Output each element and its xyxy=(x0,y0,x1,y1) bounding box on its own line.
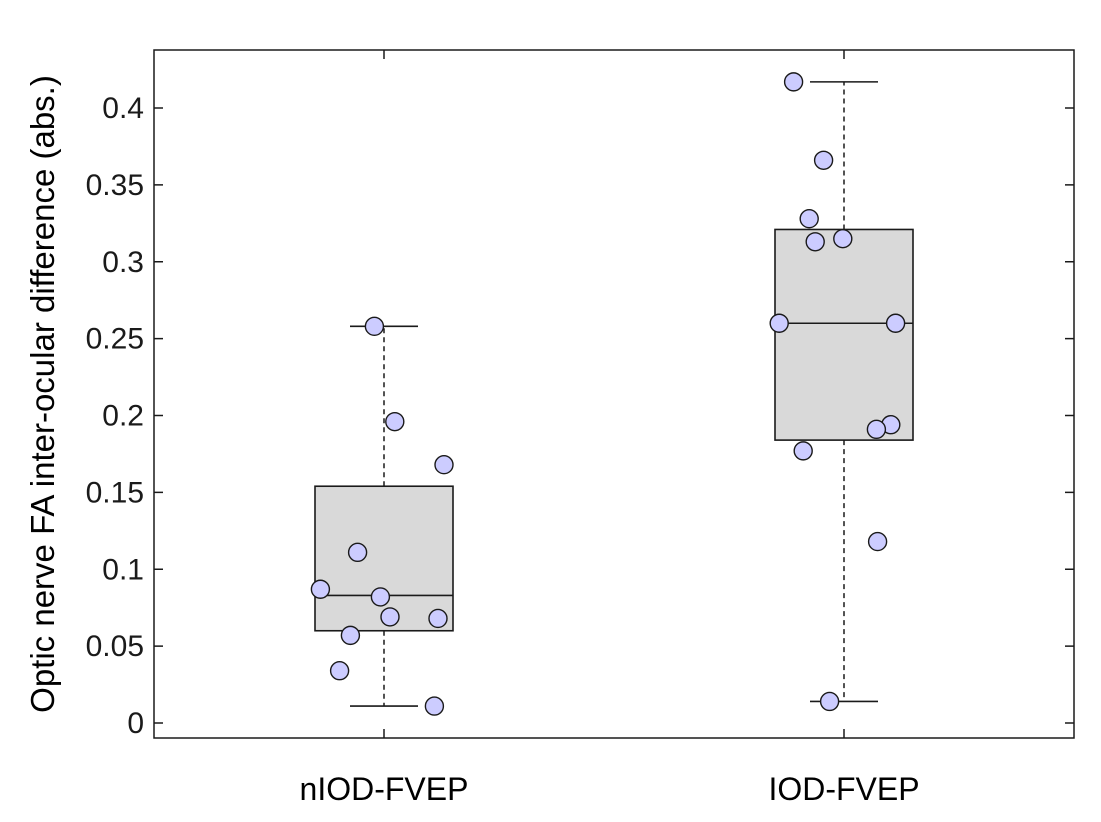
x-axis-ticks: nIOD-FVEP IOD-FVEP xyxy=(300,50,920,807)
y-tick-label: 0.35 xyxy=(86,169,144,202)
y-tick-label: 0.05 xyxy=(86,630,144,663)
data-point xyxy=(340,625,361,646)
data-point xyxy=(385,411,405,432)
y-tick-label: 0.25 xyxy=(86,323,144,356)
data-point xyxy=(866,419,887,440)
data-point xyxy=(885,313,906,333)
data-point xyxy=(769,313,789,333)
plot-area-frame xyxy=(153,49,1075,739)
x-category-label: IOD-FVEP xyxy=(768,771,919,807)
box-iqr xyxy=(774,228,914,441)
data-point xyxy=(783,72,804,92)
data-point xyxy=(867,531,888,552)
data-point xyxy=(428,608,448,629)
data-point xyxy=(833,228,853,249)
data-point xyxy=(813,150,834,170)
data-point xyxy=(370,587,391,607)
y-tick-label: 0.4 xyxy=(102,92,144,125)
x-category-label: nIOD-FVEP xyxy=(300,771,469,807)
box-iqr xyxy=(314,485,454,632)
data-point xyxy=(819,691,840,712)
y-tick-label: 0.3 xyxy=(102,246,144,279)
y-axis-ticks: 0 0.05 0.1 0.15 0.2 0.25 0.3 0.35 0.4 xyxy=(86,92,1074,740)
y-axis-title: Optic nerve FA inter-ocular difference (… xyxy=(24,75,61,713)
y-tick-label: 0.2 xyxy=(102,400,144,433)
y-tick-label: 0 xyxy=(127,707,144,740)
point-layer xyxy=(310,72,906,716)
data-point xyxy=(805,232,825,252)
data-point xyxy=(364,316,385,337)
data-point xyxy=(799,208,819,229)
y-tick-label: 0.15 xyxy=(86,476,144,509)
data-point xyxy=(380,607,400,627)
data-point xyxy=(347,542,368,563)
box-layer xyxy=(314,228,914,632)
y-tick-label: 0.1 xyxy=(102,553,144,586)
data-point xyxy=(310,579,331,599)
data-point xyxy=(793,441,813,461)
data-point xyxy=(329,661,350,681)
data-point xyxy=(434,455,454,475)
data-point xyxy=(424,696,445,716)
